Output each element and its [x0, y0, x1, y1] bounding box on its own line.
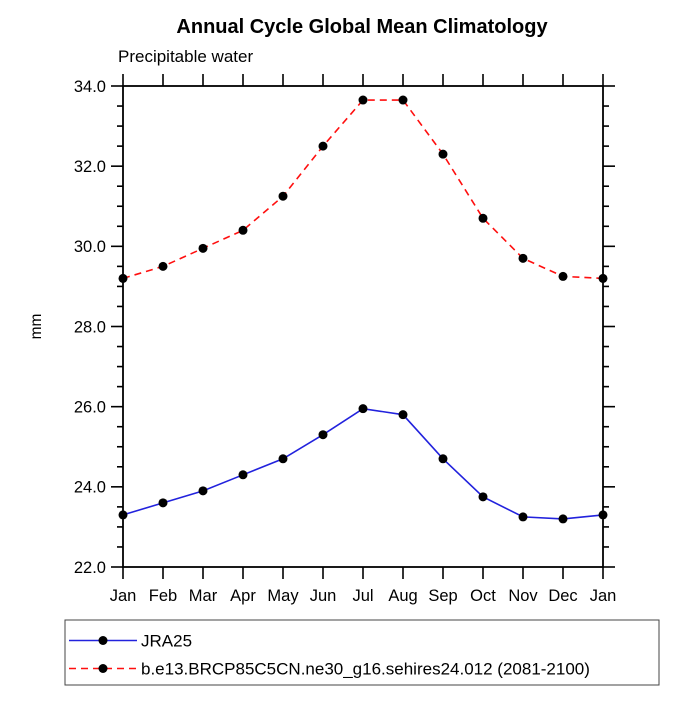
- data-point-marker: [318, 430, 328, 440]
- legend-item-model: b.e13.BRCP85C5CN.ne30_g16.sehires24.012 …: [69, 659, 590, 678]
- y-tick-label: 32.0: [74, 158, 106, 176]
- x-tick-label: Feb: [149, 587, 177, 605]
- data-point-marker: [398, 95, 408, 105]
- data-point-marker: [558, 271, 568, 281]
- x-tick-label: Dec: [548, 587, 577, 605]
- legend-label-model: b.e13.BRCP85C5CN.ne30_g16.sehires24.012 …: [141, 659, 590, 678]
- x-tick-label: Oct: [470, 587, 496, 605]
- data-point-marker: [238, 470, 248, 480]
- data-point-marker: [118, 273, 128, 283]
- x-tick-label: May: [267, 587, 299, 605]
- data-point-marker: [438, 149, 448, 159]
- legend-marker-dot-icon: [98, 636, 108, 645]
- data-point-marker: [438, 454, 448, 464]
- y-tick-label: 22.0: [74, 559, 106, 577]
- data-point-marker: [358, 95, 368, 105]
- data-point-marker: [198, 486, 208, 496]
- x-tick-label: Jul: [352, 587, 373, 605]
- x-tick-label: Apr: [230, 587, 256, 605]
- plot-frame: [122, 85, 604, 568]
- data-point-marker: [158, 261, 168, 271]
- chart-title: Annual Cycle Global Mean Climatology: [176, 16, 548, 38]
- data-point-marker: [598, 273, 608, 283]
- x-tick-label: Sep: [428, 587, 457, 605]
- y-tick-label: 24.0: [74, 479, 106, 497]
- data-point-marker: [278, 454, 288, 464]
- data-point-marker: [158, 498, 168, 508]
- legend: JRA25 b.e13.BRCP85C5CN.ne30_g16.sehires2…: [64, 619, 660, 686]
- x-tick-label: Nov: [508, 587, 538, 605]
- data-point-marker: [518, 512, 528, 522]
- data-point-marker: [598, 510, 608, 520]
- data-point-marker: [478, 492, 488, 502]
- x-tick-label: Jan: [110, 587, 137, 605]
- series-line-0: [122, 407, 604, 520]
- x-tick-label: Mar: [189, 587, 218, 605]
- data-point-marker: [278, 191, 288, 201]
- series-lines: [122, 99, 604, 520]
- data-point-marker: [198, 243, 208, 253]
- data-point-marker: [558, 514, 568, 524]
- data-point-marker: [478, 213, 488, 223]
- data-point-markers: [118, 95, 608, 524]
- y-tick-label: 34.0: [74, 78, 106, 96]
- legend-marker-dot-icon: [98, 664, 108, 673]
- legend-label-jra25: JRA25: [141, 631, 192, 650]
- y-tick-label: 30.0: [74, 238, 106, 256]
- legend-box: [64, 619, 660, 686]
- chart-subtitle: Precipitable water: [118, 47, 253, 66]
- data-point-marker: [118, 510, 128, 520]
- data-point-marker: [518, 253, 528, 263]
- y-tick-label: 28.0: [74, 318, 106, 336]
- x-tick-label: Jun: [310, 587, 337, 605]
- data-point-marker: [358, 404, 368, 414]
- data-point-marker: [318, 141, 328, 151]
- data-point-marker: [398, 410, 408, 420]
- axis-tick-labels: Jan Feb Mar Apr May Jun Jul Aug Sep Oct Nov Dec Jan2…: [74, 78, 616, 605]
- x-tick-label: Jan: [590, 587, 617, 605]
- y-axis-label: mm: [28, 314, 45, 340]
- axis-ticks: [111, 74, 615, 579]
- legend-item-jra25: JRA25: [69, 631, 192, 650]
- data-point-marker: [238, 225, 248, 235]
- x-tick-label: Aug: [388, 587, 417, 605]
- y-tick-label: 26.0: [74, 398, 106, 416]
- series-line-1: [122, 99, 604, 280]
